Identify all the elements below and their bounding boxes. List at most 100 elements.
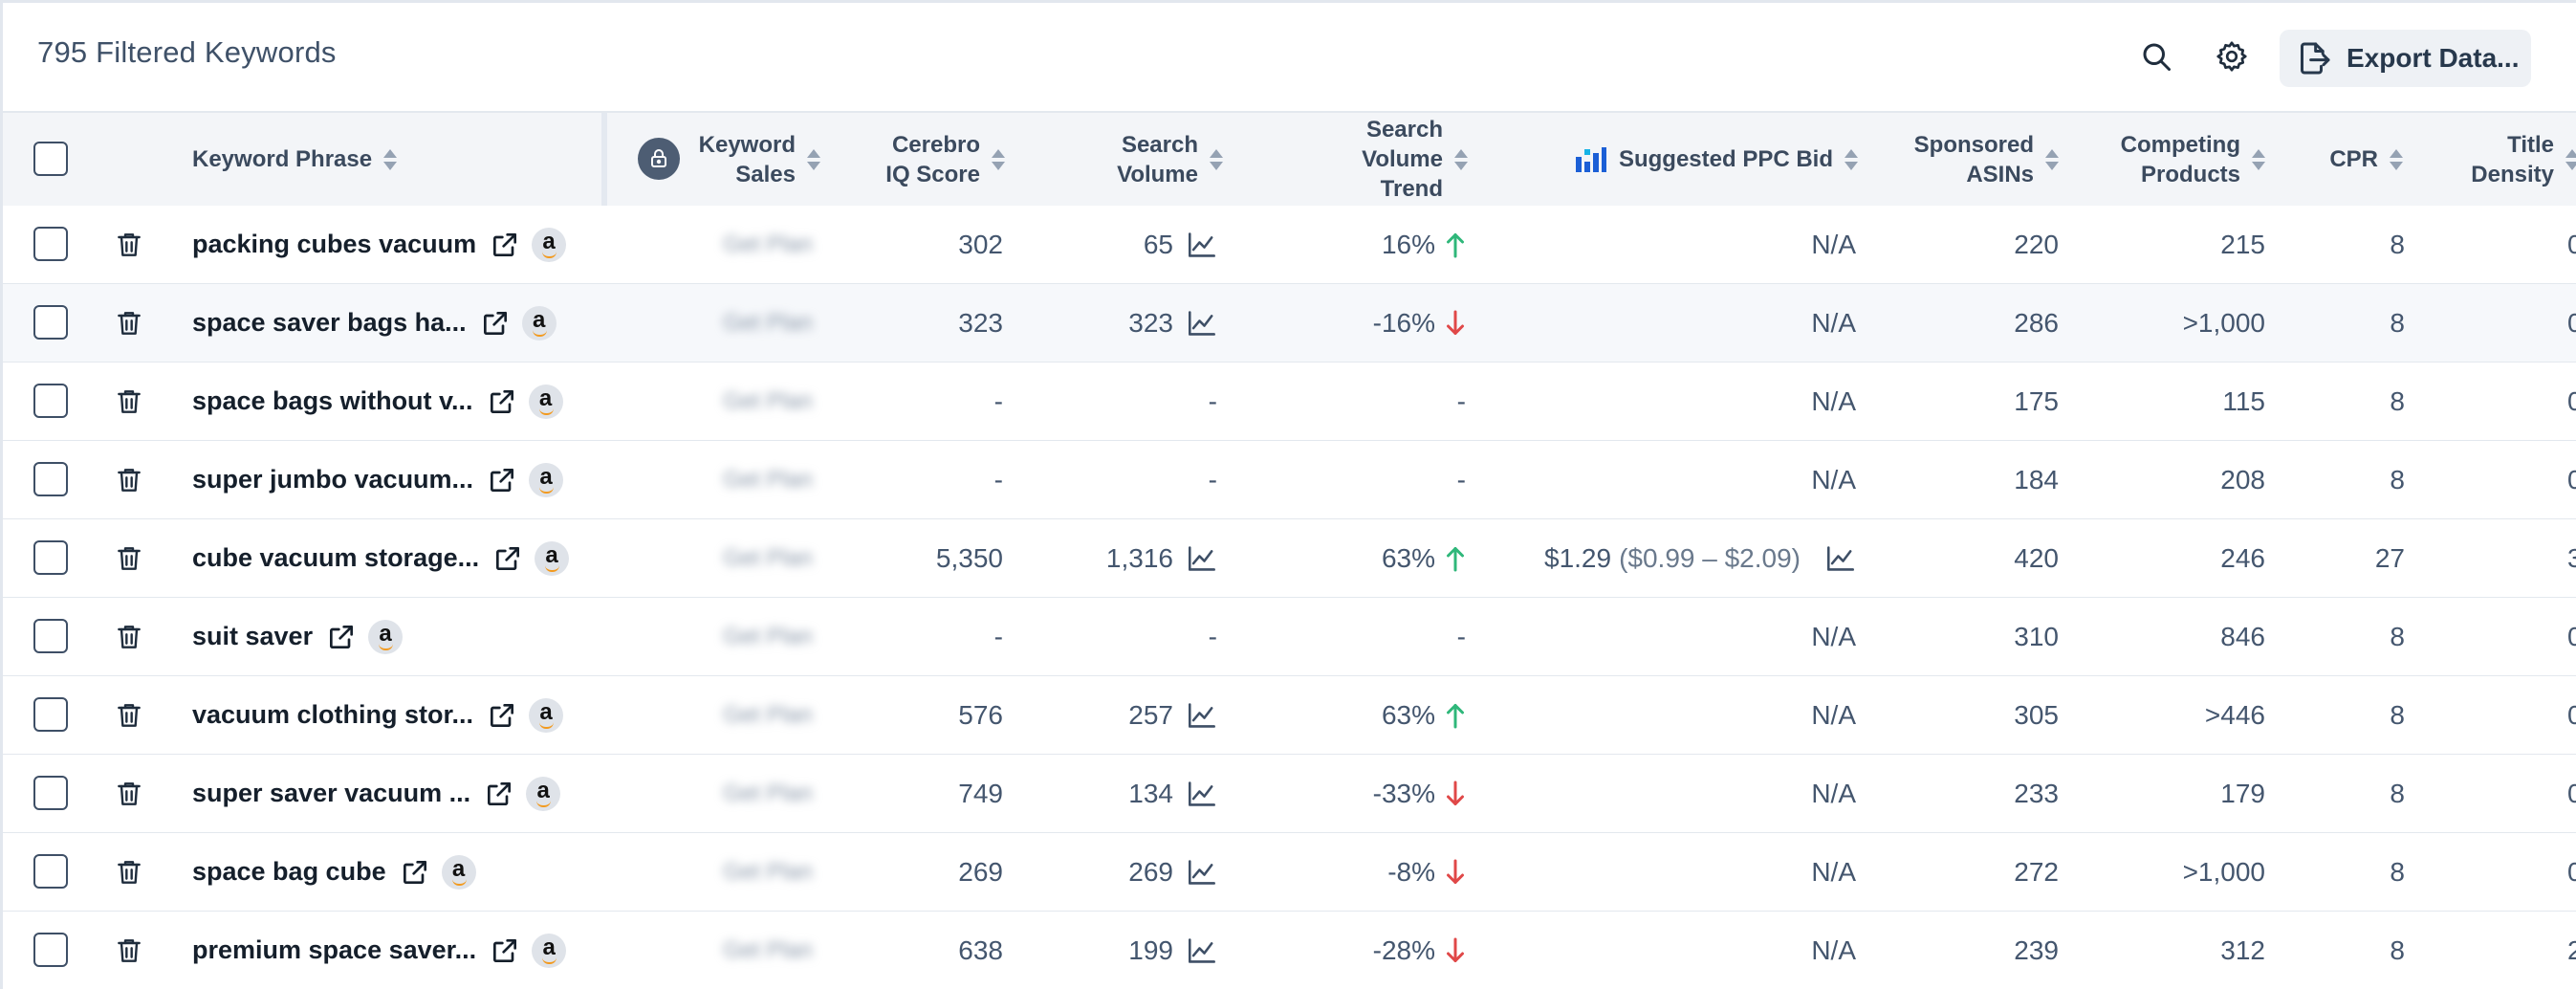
trend-chart-icon[interactable] xyxy=(1187,859,1217,886)
keyword-cell: vacuum clothing stor... a xyxy=(192,676,564,754)
row-checkbox[interactable] xyxy=(33,619,68,653)
external-link-icon[interactable] xyxy=(484,779,514,809)
external-link-icon[interactable] xyxy=(400,857,430,888)
trend-chart-icon[interactable] xyxy=(1187,545,1217,572)
column-label-line2: Density xyxy=(2471,161,2554,187)
table-row[interactable]: space bags without v... a Get Plan - - - xyxy=(3,363,2576,441)
ppc-bid-value: N/A xyxy=(1811,385,1856,416)
table-row[interactable]: space bag cube a Get Plan 269 269 -8% xyxy=(3,833,2576,912)
row-checkbox[interactable] xyxy=(33,540,68,575)
trash-icon[interactable] xyxy=(114,755,144,832)
keyword-phrase[interactable]: space bag cube xyxy=(192,857,386,886)
row-checkbox[interactable] xyxy=(33,933,68,967)
trash-icon[interactable] xyxy=(114,519,144,597)
search-volume-cell: - xyxy=(1016,441,1217,518)
table-row[interactable]: premium space saver... a Get Plan 638 19… xyxy=(3,912,2576,989)
external-link-icon[interactable] xyxy=(326,622,357,652)
external-link-icon[interactable] xyxy=(490,935,520,966)
row-checkbox[interactable] xyxy=(33,776,68,810)
trash-icon[interactable] xyxy=(114,284,144,362)
trash-icon[interactable] xyxy=(114,363,144,440)
search-volume-cell: 1,316 xyxy=(1016,519,1217,597)
row-checkbox[interactable] xyxy=(33,384,68,418)
amazon-icon[interactable]: a xyxy=(529,697,564,733)
trash-icon[interactable] xyxy=(114,676,144,754)
title-density-value: 3 xyxy=(2567,543,2576,574)
keyword-phrase[interactable]: space saver bags ha... xyxy=(192,308,467,337)
table-row[interactable]: packing cubes vacuum a Get Plan 302 65 1… xyxy=(3,206,2576,284)
amazon-icon[interactable]: a xyxy=(535,540,570,576)
keyword-phrase[interactable]: premium space saver... xyxy=(192,935,477,964)
amazon-icon[interactable]: a xyxy=(368,619,404,654)
external-link-icon[interactable] xyxy=(492,543,523,574)
external-link-icon[interactable] xyxy=(487,465,517,495)
table-row[interactable]: vacuum clothing stor... a Get Plan 576 2… xyxy=(3,676,2576,755)
amazon-icon[interactable]: a xyxy=(441,854,476,890)
trend-chart-icon[interactable] xyxy=(1187,702,1217,729)
gear-icon[interactable] xyxy=(2211,35,2253,77)
column-header-keyword-phrase[interactable]: Keyword Phrase xyxy=(192,113,441,206)
table-row[interactable]: super saver vacuum ... a Get Plan 749 13… xyxy=(3,755,2576,833)
table-row[interactable]: super jumbo vacuum... a Get Plan - - - xyxy=(3,441,2576,519)
external-link-icon[interactable] xyxy=(490,230,520,260)
trend-chart-icon[interactable] xyxy=(1187,780,1217,807)
table-row[interactable]: cube vacuum storage... a Get Plan 5,350 … xyxy=(3,519,2576,598)
amazon-icon[interactable]: a xyxy=(526,776,561,811)
keyword-phrase[interactable]: space bags without v... xyxy=(192,386,473,415)
external-link-icon[interactable] xyxy=(487,386,517,417)
search-volume-cell: 134 xyxy=(1016,755,1217,832)
column-label-line1: Keyword xyxy=(698,131,796,158)
trend-chart-icon[interactable] xyxy=(1825,545,1856,572)
row-checkbox[interactable] xyxy=(33,305,68,340)
trash-icon[interactable] xyxy=(114,598,144,675)
ppc-bid-value: N/A xyxy=(1811,229,1856,259)
row-checkbox[interactable] xyxy=(33,227,68,261)
search-icon[interactable] xyxy=(2135,35,2177,77)
external-link-icon[interactable] xyxy=(480,308,511,339)
column-header-title-density[interactable]: Title Density xyxy=(2451,113,2576,206)
external-link-icon[interactable] xyxy=(487,700,517,731)
column-label-line1: Search xyxy=(1121,131,1198,158)
keyword-phrase[interactable]: packing cubes vacuum xyxy=(192,230,477,258)
row-checkbox[interactable] xyxy=(33,462,68,496)
keyword-sales-value: Get Plan xyxy=(723,623,813,649)
column-header-cpr[interactable]: CPR xyxy=(2298,113,2403,206)
trash-icon[interactable] xyxy=(114,206,144,283)
table-row[interactable]: space saver bags ha... a Get Plan 323 32… xyxy=(3,284,2576,363)
column-header-keyword-sales[interactable]: Keyword Sales xyxy=(684,113,820,206)
export-data-button[interactable]: Export Data... xyxy=(2280,30,2531,87)
column-header-sponsored-asins[interactable]: Sponsored ASINs xyxy=(1896,113,2059,206)
column-header-competing-products[interactable]: Competing Products xyxy=(2097,113,2265,206)
amazon-icon[interactable]: a xyxy=(532,933,567,968)
column-header-cerebro-iq-score[interactable]: Cerebro IQ Score xyxy=(863,113,1005,206)
trash-icon[interactable] xyxy=(114,912,144,989)
table-row[interactable]: suit saver a Get Plan - - - N/A xyxy=(3,598,2576,676)
keyword-cell: cube vacuum storage... a xyxy=(192,519,570,597)
keyword-phrase[interactable]: super jumbo vacuum... xyxy=(192,465,474,494)
row-checkbox[interactable] xyxy=(33,854,68,889)
trend-chart-icon[interactable] xyxy=(1187,937,1217,964)
trend-chart-icon[interactable] xyxy=(1187,310,1217,337)
title-density-cell: 0 xyxy=(2567,363,2576,440)
page-title: 795 Filtered Keywords xyxy=(37,35,337,69)
select-all-checkbox[interactable] xyxy=(33,142,68,176)
column-header-suggested-ppc-bid[interactable]: Suggested PPC Bid xyxy=(1561,113,1858,206)
trend-chart-icon[interactable] xyxy=(1187,231,1217,258)
keyword-phrase[interactable]: super saver vacuum ... xyxy=(192,779,471,807)
title-density-cell: 0 xyxy=(2567,755,2576,832)
trash-icon[interactable] xyxy=(114,441,144,518)
amazon-icon[interactable]: a xyxy=(521,305,557,341)
amazon-icon[interactable]: a xyxy=(532,227,567,262)
sponsored-asins-value: 286 xyxy=(2014,307,2059,338)
amazon-icon[interactable]: a xyxy=(528,384,563,419)
column-header-search-volume-trend[interactable]: Search Volume Trend xyxy=(1294,113,1468,206)
cpr-value: 8 xyxy=(2390,229,2405,259)
keyword-phrase[interactable]: cube vacuum storage... xyxy=(192,543,480,572)
cerebro-iq-score-value: 323 xyxy=(958,307,1003,338)
keyword-phrase[interactable]: vacuum clothing stor... xyxy=(192,700,474,729)
keyword-phrase[interactable]: suit saver xyxy=(192,622,314,650)
amazon-icon[interactable]: a xyxy=(529,462,564,497)
trash-icon[interactable] xyxy=(114,833,144,911)
column-header-search-volume[interactable]: Search Volume xyxy=(1064,113,1223,206)
row-checkbox[interactable] xyxy=(33,697,68,732)
